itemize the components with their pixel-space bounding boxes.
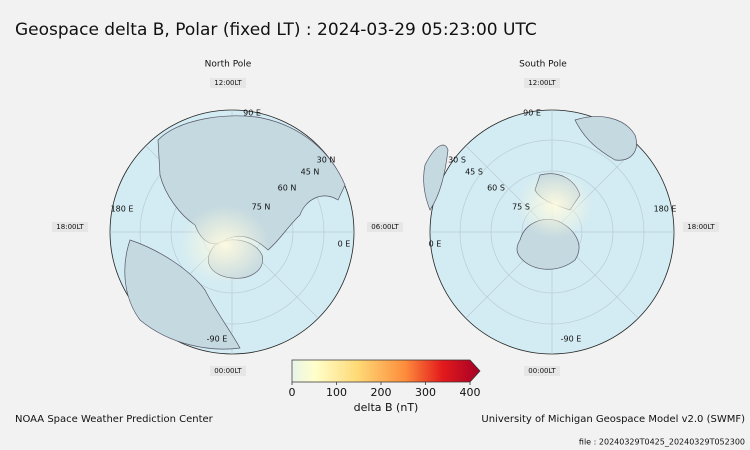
grid-label: 30 S <box>448 156 466 165</box>
map-title: North Pole <box>205 60 252 70</box>
grid-label: 30 N <box>317 156 336 165</box>
south-map: South Pole 12:00LT 00:00LT 18:00LT 90 E … <box>423 60 719 376</box>
title: Geospace delta B, Polar (fixed LT) : 202… <box>15 20 537 40</box>
colorbar-tick-label: 200 <box>371 386 392 399</box>
file-name: file : 20240329T0425_20240329T052300 <box>579 438 745 447</box>
grid-label: -90 E <box>561 335 582 344</box>
local-time: 00:00LT <box>214 367 242 375</box>
local-time: 18:00LT <box>687 223 715 231</box>
colorbar-label: delta B (nT) <box>354 401 419 414</box>
local-time: 18:00LT <box>56 223 84 231</box>
grid-label: 0 E <box>338 240 351 249</box>
local-time: 00:00LT <box>528 367 556 375</box>
colorbar-tick-label: 100 <box>326 386 347 399</box>
grid-label: 0 E <box>429 240 442 249</box>
grid-label: 60 N <box>278 184 297 193</box>
colorbar-tick-label: 300 <box>415 386 436 399</box>
footer-left: NOAA Space Weather Prediction Center <box>15 414 214 425</box>
grid-label: 180 E <box>111 205 134 214</box>
grid-label: 75 S <box>512 203 530 212</box>
grid-label: 90 E <box>243 109 261 118</box>
colorbar-tick-label: 0 <box>289 386 296 399</box>
grid-label: 45 N <box>301 168 320 177</box>
local-time: 12:00LT <box>214 79 242 87</box>
local-time: 06:00LT <box>371 223 399 231</box>
colorbar: delta B (nT) 0 100 200 300 400 <box>289 359 481 414</box>
grid-label: 180 E <box>654 205 677 214</box>
footer-right: University of Michigan Geospace Model v2… <box>481 414 745 425</box>
north-map: North Pole 12:00LT 06:00LT 00:00LT 18:00… <box>52 60 403 376</box>
grid-label: 60 S <box>487 184 505 193</box>
local-time: 12:00LT <box>528 79 556 87</box>
grid-label: 75 N <box>252 203 271 212</box>
map-title: South Pole <box>519 60 567 70</box>
colorbar-tick-label: 400 <box>460 386 481 399</box>
grid-label: 45 S <box>465 168 483 177</box>
grid-label: 90 E <box>523 109 541 118</box>
grid-label: -90 E <box>207 335 228 344</box>
